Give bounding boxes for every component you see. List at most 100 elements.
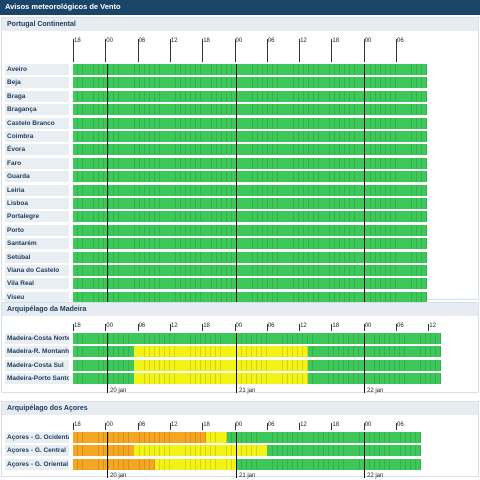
warning-cell-green[interactable] [401, 198, 407, 209]
warning-cell-green[interactable] [360, 184, 366, 196]
warning-cell-green[interactable] [344, 90, 351, 102]
warning-cell-green[interactable] [221, 211, 228, 223]
warning-cell-yellow[interactable] [180, 373, 186, 385]
warning-cell-yellow[interactable] [205, 373, 212, 385]
warning-cell-green[interactable] [288, 238, 294, 250]
warning-cell-green[interactable] [257, 77, 264, 89]
warning-cell-green[interactable] [405, 333, 411, 344]
warning-cell-yellow[interactable] [297, 359, 304, 371]
warning-cell-green[interactable] [119, 238, 125, 250]
warning-cell-green[interactable] [375, 104, 382, 116]
warning-cell-green[interactable] [421, 224, 428, 236]
warning-cell-green[interactable] [119, 333, 125, 344]
warning-cell-green[interactable] [380, 117, 387, 129]
warning-cell-green[interactable] [257, 333, 263, 344]
warning-cell-green[interactable] [242, 77, 248, 89]
warning-cell-green[interactable] [206, 278, 212, 290]
warning-cell-green[interactable] [411, 291, 417, 303]
warning-cell-orange[interactable] [83, 445, 89, 457]
warning-cell-green[interactable] [237, 251, 243, 263]
warning-cell-green[interactable] [206, 198, 212, 209]
warning-cell-green[interactable] [185, 291, 192, 303]
warning-cell-green[interactable] [252, 90, 258, 102]
warning-cell-green[interactable] [196, 278, 202, 290]
warning-cell-green[interactable] [324, 238, 330, 250]
warning-cell-green[interactable] [350, 157, 356, 169]
warning-cell-yellow[interactable] [287, 359, 293, 371]
warning-cell-green[interactable] [313, 373, 319, 385]
warning-cell-green[interactable] [98, 265, 104, 276]
warning-cell-green[interactable] [139, 90, 146, 102]
warning-cell-green[interactable] [180, 278, 187, 290]
warning-cell-green[interactable] [252, 104, 258, 116]
warning-cell-green[interactable] [252, 144, 258, 156]
warning-cell-green[interactable] [309, 171, 315, 183]
warning-cell-green[interactable] [226, 224, 233, 236]
warning-cell-green[interactable] [309, 278, 315, 290]
warning-cell-green[interactable] [339, 458, 345, 470]
warning-cell-green[interactable] [262, 77, 269, 89]
warning-cell-green[interactable] [124, 359, 130, 371]
warning-cell-green[interactable] [114, 77, 120, 89]
warning-cell-green[interactable] [380, 238, 387, 250]
warning-cell-green[interactable] [185, 224, 192, 236]
warning-cell-green[interactable] [201, 265, 207, 276]
warning-cell-green[interactable] [196, 77, 202, 89]
warning-cell-green[interactable] [360, 157, 366, 169]
warning-cell-green[interactable] [201, 291, 207, 303]
warning-cell-green[interactable] [415, 458, 422, 470]
warning-cell-green[interactable] [350, 64, 356, 75]
warning-cell-green[interactable] [344, 157, 351, 169]
warning-cell-green[interactable] [134, 238, 140, 250]
warning-cell-green[interactable] [278, 198, 284, 209]
warning-cell-green[interactable] [134, 198, 140, 209]
warning-cell-green[interactable] [155, 171, 161, 183]
warning-cell-green[interactable] [385, 77, 392, 89]
warning-cell-green[interactable] [73, 131, 79, 142]
warning-cell-green[interactable] [334, 238, 340, 250]
warning-cell-yellow[interactable] [226, 458, 232, 470]
warning-cell-green[interactable] [191, 104, 197, 116]
warning-cell-green[interactable] [242, 224, 248, 236]
warning-cell-green[interactable] [191, 198, 197, 209]
warning-cell-green[interactable] [191, 117, 197, 129]
warning-cell-green[interactable] [355, 157, 361, 169]
warning-cell-green[interactable] [237, 77, 243, 89]
warning-cell-yellow[interactable] [216, 432, 222, 443]
warning-cell-green[interactable] [247, 211, 253, 223]
warning-cell-green[interactable] [334, 64, 340, 75]
warning-cell-green[interactable] [350, 144, 356, 156]
warning-cell-yellow[interactable] [211, 359, 217, 371]
warning-cell-green[interactable] [211, 238, 217, 250]
warning-cell-green[interactable] [98, 291, 104, 303]
warning-cell-green[interactable] [144, 333, 150, 344]
warning-cell-green[interactable] [114, 104, 120, 116]
warning-cell-green[interactable] [226, 432, 232, 443]
warning-cell-green[interactable] [257, 432, 263, 443]
warning-cell-yellow[interactable] [170, 373, 176, 385]
warning-cell-green[interactable] [359, 373, 365, 385]
warning-cell-green[interactable] [288, 291, 294, 303]
warning-cell-green[interactable] [241, 432, 248, 443]
warning-cell-green[interactable] [267, 117, 274, 129]
warning-cell-green[interactable] [185, 198, 192, 209]
warning-cell-green[interactable] [149, 265, 156, 276]
warning-cell-yellow[interactable] [195, 458, 202, 470]
warning-cell-green[interactable] [370, 278, 376, 290]
warning-cell-green[interactable] [216, 104, 222, 116]
warning-cell-green[interactable] [364, 432, 371, 443]
warning-cell-green[interactable] [360, 117, 366, 129]
warning-cell-green[interactable] [273, 171, 279, 183]
warning-cell-green[interactable] [201, 157, 207, 169]
warning-cell-green[interactable] [154, 333, 161, 344]
warning-cell-green[interactable] [314, 77, 320, 89]
warning-cell-green[interactable] [98, 373, 104, 385]
warning-cell-green[interactable] [93, 104, 99, 116]
warning-cell-yellow[interactable] [211, 432, 217, 443]
warning-cell-green[interactable] [365, 265, 371, 276]
warning-cell-green[interactable] [379, 346, 385, 358]
warning-cell-orange[interactable] [113, 432, 120, 443]
warning-cell-yellow[interactable] [175, 373, 181, 385]
warning-cell-green[interactable] [114, 144, 120, 156]
warning-cell-green[interactable] [406, 184, 412, 196]
